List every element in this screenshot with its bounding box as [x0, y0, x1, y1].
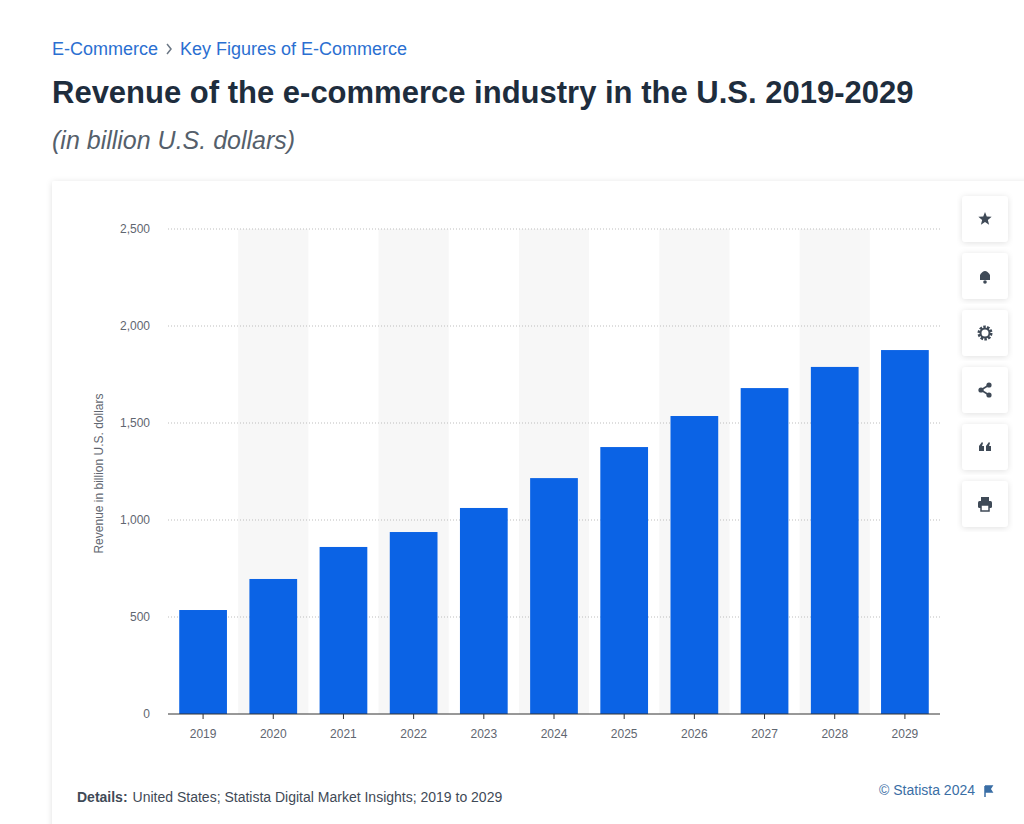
tool-button[interactable] [962, 310, 1008, 356]
bar [530, 478, 578, 714]
print-icon-paper [981, 505, 989, 511]
grid-line [168, 229, 940, 230]
bar [600, 447, 648, 714]
column-band [379, 229, 449, 714]
x-tick-label: 2021 [330, 727, 357, 741]
subtitle: (in billion U.S. dollars) [52, 126, 295, 154]
share-icon-dot [986, 382, 991, 387]
x-tick [554, 714, 555, 719]
source[interactable]: © Statista 2024 [879, 782, 975, 798]
tool-button-bg[interactable] [962, 367, 1008, 413]
x-tick-label: 2019 [190, 727, 217, 741]
bell-icon [980, 271, 990, 280]
tool-button-bg[interactable] [962, 424, 1008, 470]
bar [460, 508, 508, 714]
x-tick-label: 2024 [541, 727, 568, 741]
x-tick [694, 714, 695, 719]
bell-icon-clapper [983, 280, 987, 284]
tool-button-bg[interactable] [962, 196, 1008, 242]
bar [811, 367, 859, 714]
x-tick-label: 2022 [400, 727, 427, 741]
bar [249, 579, 297, 714]
x-tick-label: 2028 [821, 727, 848, 741]
print-icon-top [981, 497, 989, 501]
page: E-Commerce Key Figures of E-Commerce Reven… [0, 0, 1024, 824]
tool-button[interactable] [962, 481, 1008, 527]
column-band [659, 229, 729, 714]
y-axis-label: Revenue in billion U.S. dollars [92, 393, 106, 553]
y-tick-label: 0 [143, 707, 150, 721]
quote-icon [979, 442, 984, 451]
y-tick-label: 500 [130, 610, 150, 624]
tool-button-bg[interactable] [962, 310, 1008, 356]
quote-icon [986, 442, 991, 451]
flag-icon [985, 786, 992, 797]
details-text: United States; Statista Digital Market I… [133, 789, 503, 805]
tool-button-bg[interactable] [962, 253, 1008, 299]
star-icon [978, 212, 991, 225]
x-tick [203, 714, 204, 719]
x-tick-label: 2025 [611, 727, 638, 741]
card [52, 181, 1024, 824]
tool-button[interactable] [962, 424, 1008, 470]
tool-button[interactable] [962, 367, 1008, 413]
breadcrumb-link[interactable]: E-Commerce [52, 39, 158, 59]
column-band [519, 229, 589, 714]
share-icon-dot [978, 387, 983, 392]
tool-button[interactable] [962, 196, 1008, 242]
y-tick-label: 2,000 [120, 319, 150, 333]
tool-button-bg[interactable] [962, 481, 1008, 527]
y-tick-label: 1,500 [120, 416, 150, 430]
x-tick [834, 714, 835, 719]
title: Revenue of the e-commerce industry in th… [52, 75, 913, 110]
x-tick-label: 2029 [892, 727, 919, 741]
bar [741, 388, 789, 714]
tool-button[interactable] [962, 253, 1008, 299]
x-tick-label: 2026 [681, 727, 708, 741]
bar [671, 416, 719, 714]
x-tick-label: 2023 [470, 727, 497, 741]
details-label: Details: [77, 789, 128, 805]
x-tick [413, 714, 414, 719]
x-tick [483, 714, 484, 719]
x-tick [343, 714, 344, 719]
bar [881, 350, 929, 714]
gear-icon-ring [981, 329, 990, 338]
y-tick-label: 2,500 [120, 222, 150, 236]
x-tick [764, 714, 765, 719]
column-band [238, 229, 308, 714]
grid-line [168, 326, 940, 327]
x-tick-label: 2020 [260, 727, 287, 741]
x-tick [904, 714, 905, 719]
gear-icon [979, 327, 991, 339]
breadcrumb-separator [167, 44, 171, 54]
share-icon-dot [986, 392, 991, 397]
breadcrumb-link[interactable]: Key Figures of E-Commerce [180, 39, 407, 59]
bars [179, 350, 929, 714]
bar [179, 610, 227, 714]
bar [320, 547, 368, 714]
column-band [800, 229, 870, 714]
x-tick-label: 2027 [751, 727, 778, 741]
x-tick [624, 714, 625, 719]
x-tick [273, 714, 274, 719]
y-tick-label: 1,000 [120, 513, 150, 527]
bar [390, 532, 438, 714]
